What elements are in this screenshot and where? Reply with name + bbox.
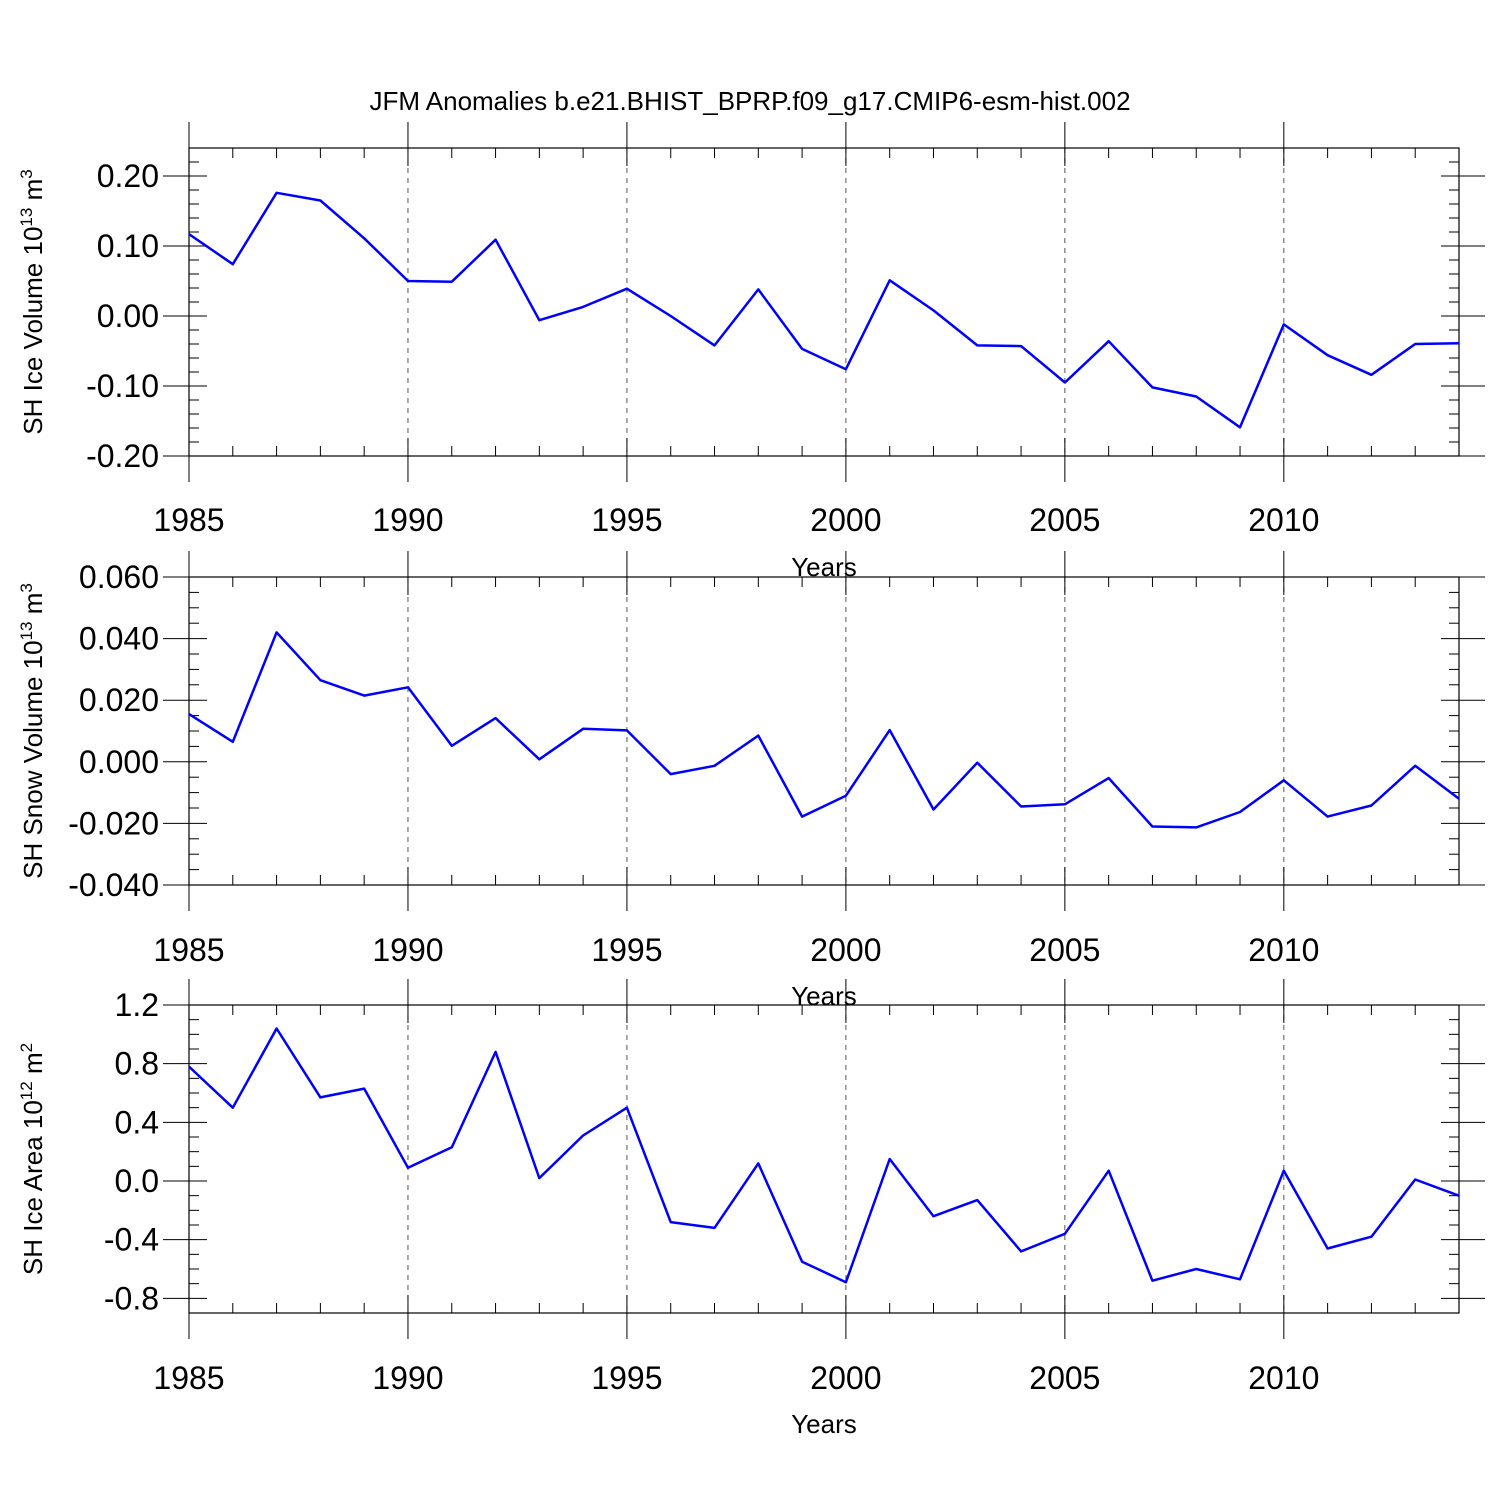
y-tick-label: 0.20: [97, 158, 159, 194]
y-tick-label: 0.020: [79, 682, 159, 718]
chart-panel-2: 1985 1990 1995 2000 2005 2010 -0.040 -0.020 0.00…: [17, 551, 1485, 1011]
x-tick-label: 1995: [591, 932, 662, 968]
y-tick-label: 0.000: [79, 744, 159, 780]
series-line: [188, 191, 1460, 429]
x-tick-label: 1990: [372, 1360, 443, 1396]
chart-panel-1: 1985 1990 1995 2000 2005 2010 -0.20 -0.10 0.00 0.…: [17, 122, 1485, 582]
x-tick-label: 2000: [810, 932, 881, 968]
x-tick-label: 2010: [1248, 1360, 1319, 1396]
y-tick-label: -0.10: [86, 368, 159, 404]
y-tick-label: -0.020: [68, 805, 159, 841]
plot-frame: [188, 147, 1460, 457]
y-tick-label: 0.4: [115, 1104, 159, 1140]
y-tick-label: 0.060: [79, 559, 159, 595]
x-tick-label: 1985: [153, 1360, 224, 1396]
y-tick-label: 0.8: [115, 1046, 159, 1082]
y-axis-title: SH Snow Volume 1013 m3: [17, 583, 48, 879]
y-tick-label: -0.040: [68, 867, 159, 903]
y-tick-label: 0.040: [79, 621, 159, 657]
series-line: [188, 631, 1460, 829]
x-tick-label: 1995: [591, 1360, 662, 1396]
y-tick-label: -0.4: [104, 1222, 159, 1258]
figure-title: JFM Anomalies b.e21.BHIST_BPRP.f09_g17.C…: [369, 86, 1131, 116]
x-tick-label: 1995: [591, 502, 662, 538]
y-tick-label: 0.0: [115, 1163, 159, 1199]
y-tick-label: 0.10: [97, 228, 159, 264]
y-axis-title: SH Ice Area 1012 m2: [17, 1043, 48, 1275]
y-axis-title: SH Ice Volume 1013 m3: [17, 169, 48, 434]
x-tick-label: 2010: [1248, 932, 1319, 968]
x-tick-label: 1985: [153, 502, 224, 538]
series-line: [188, 1027, 1460, 1284]
plot-frame: [188, 576, 1460, 886]
x-tick-label: 2005: [1029, 932, 1100, 968]
x-tick-label: 1990: [372, 502, 443, 538]
chart-panel-3: 1985 1990 1995 2000 2005 2010 -0.8 -0.4 0.0 0.4 0.…: [17, 979, 1485, 1439]
y-tick-label: -0.20: [86, 438, 159, 474]
plot-frame: [188, 1004, 1460, 1314]
x-tick-label: 2005: [1029, 502, 1100, 538]
x-axis-title: Years: [791, 1409, 857, 1439]
y-tick-label: 1.2: [115, 987, 159, 1023]
x-tick-label: 2010: [1248, 502, 1319, 538]
x-tick-label: 2000: [810, 1360, 881, 1396]
x-tick-label: 2000: [810, 502, 881, 538]
x-tick-label: 2005: [1029, 1360, 1100, 1396]
y-tick-label: 0.00: [97, 298, 159, 334]
x-tick-label: 1985: [153, 932, 224, 968]
y-tick-label: -0.8: [104, 1280, 159, 1316]
x-tick-label: 1990: [372, 932, 443, 968]
x-axis-title: Years: [791, 981, 857, 1011]
